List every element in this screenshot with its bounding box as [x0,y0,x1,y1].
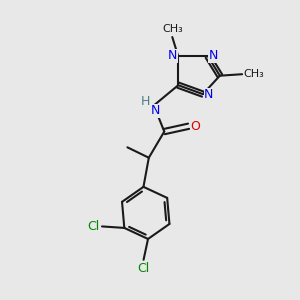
Text: N: N [151,104,160,117]
Text: N: N [204,88,214,101]
Text: Cl: Cl [87,220,99,233]
Text: O: O [190,120,200,133]
Text: CH₃: CH₃ [162,24,183,34]
Text: Cl: Cl [137,262,150,275]
Text: N: N [208,49,218,62]
Text: H: H [140,95,150,108]
Text: N: N [168,49,178,62]
Text: CH₃: CH₃ [243,69,264,79]
